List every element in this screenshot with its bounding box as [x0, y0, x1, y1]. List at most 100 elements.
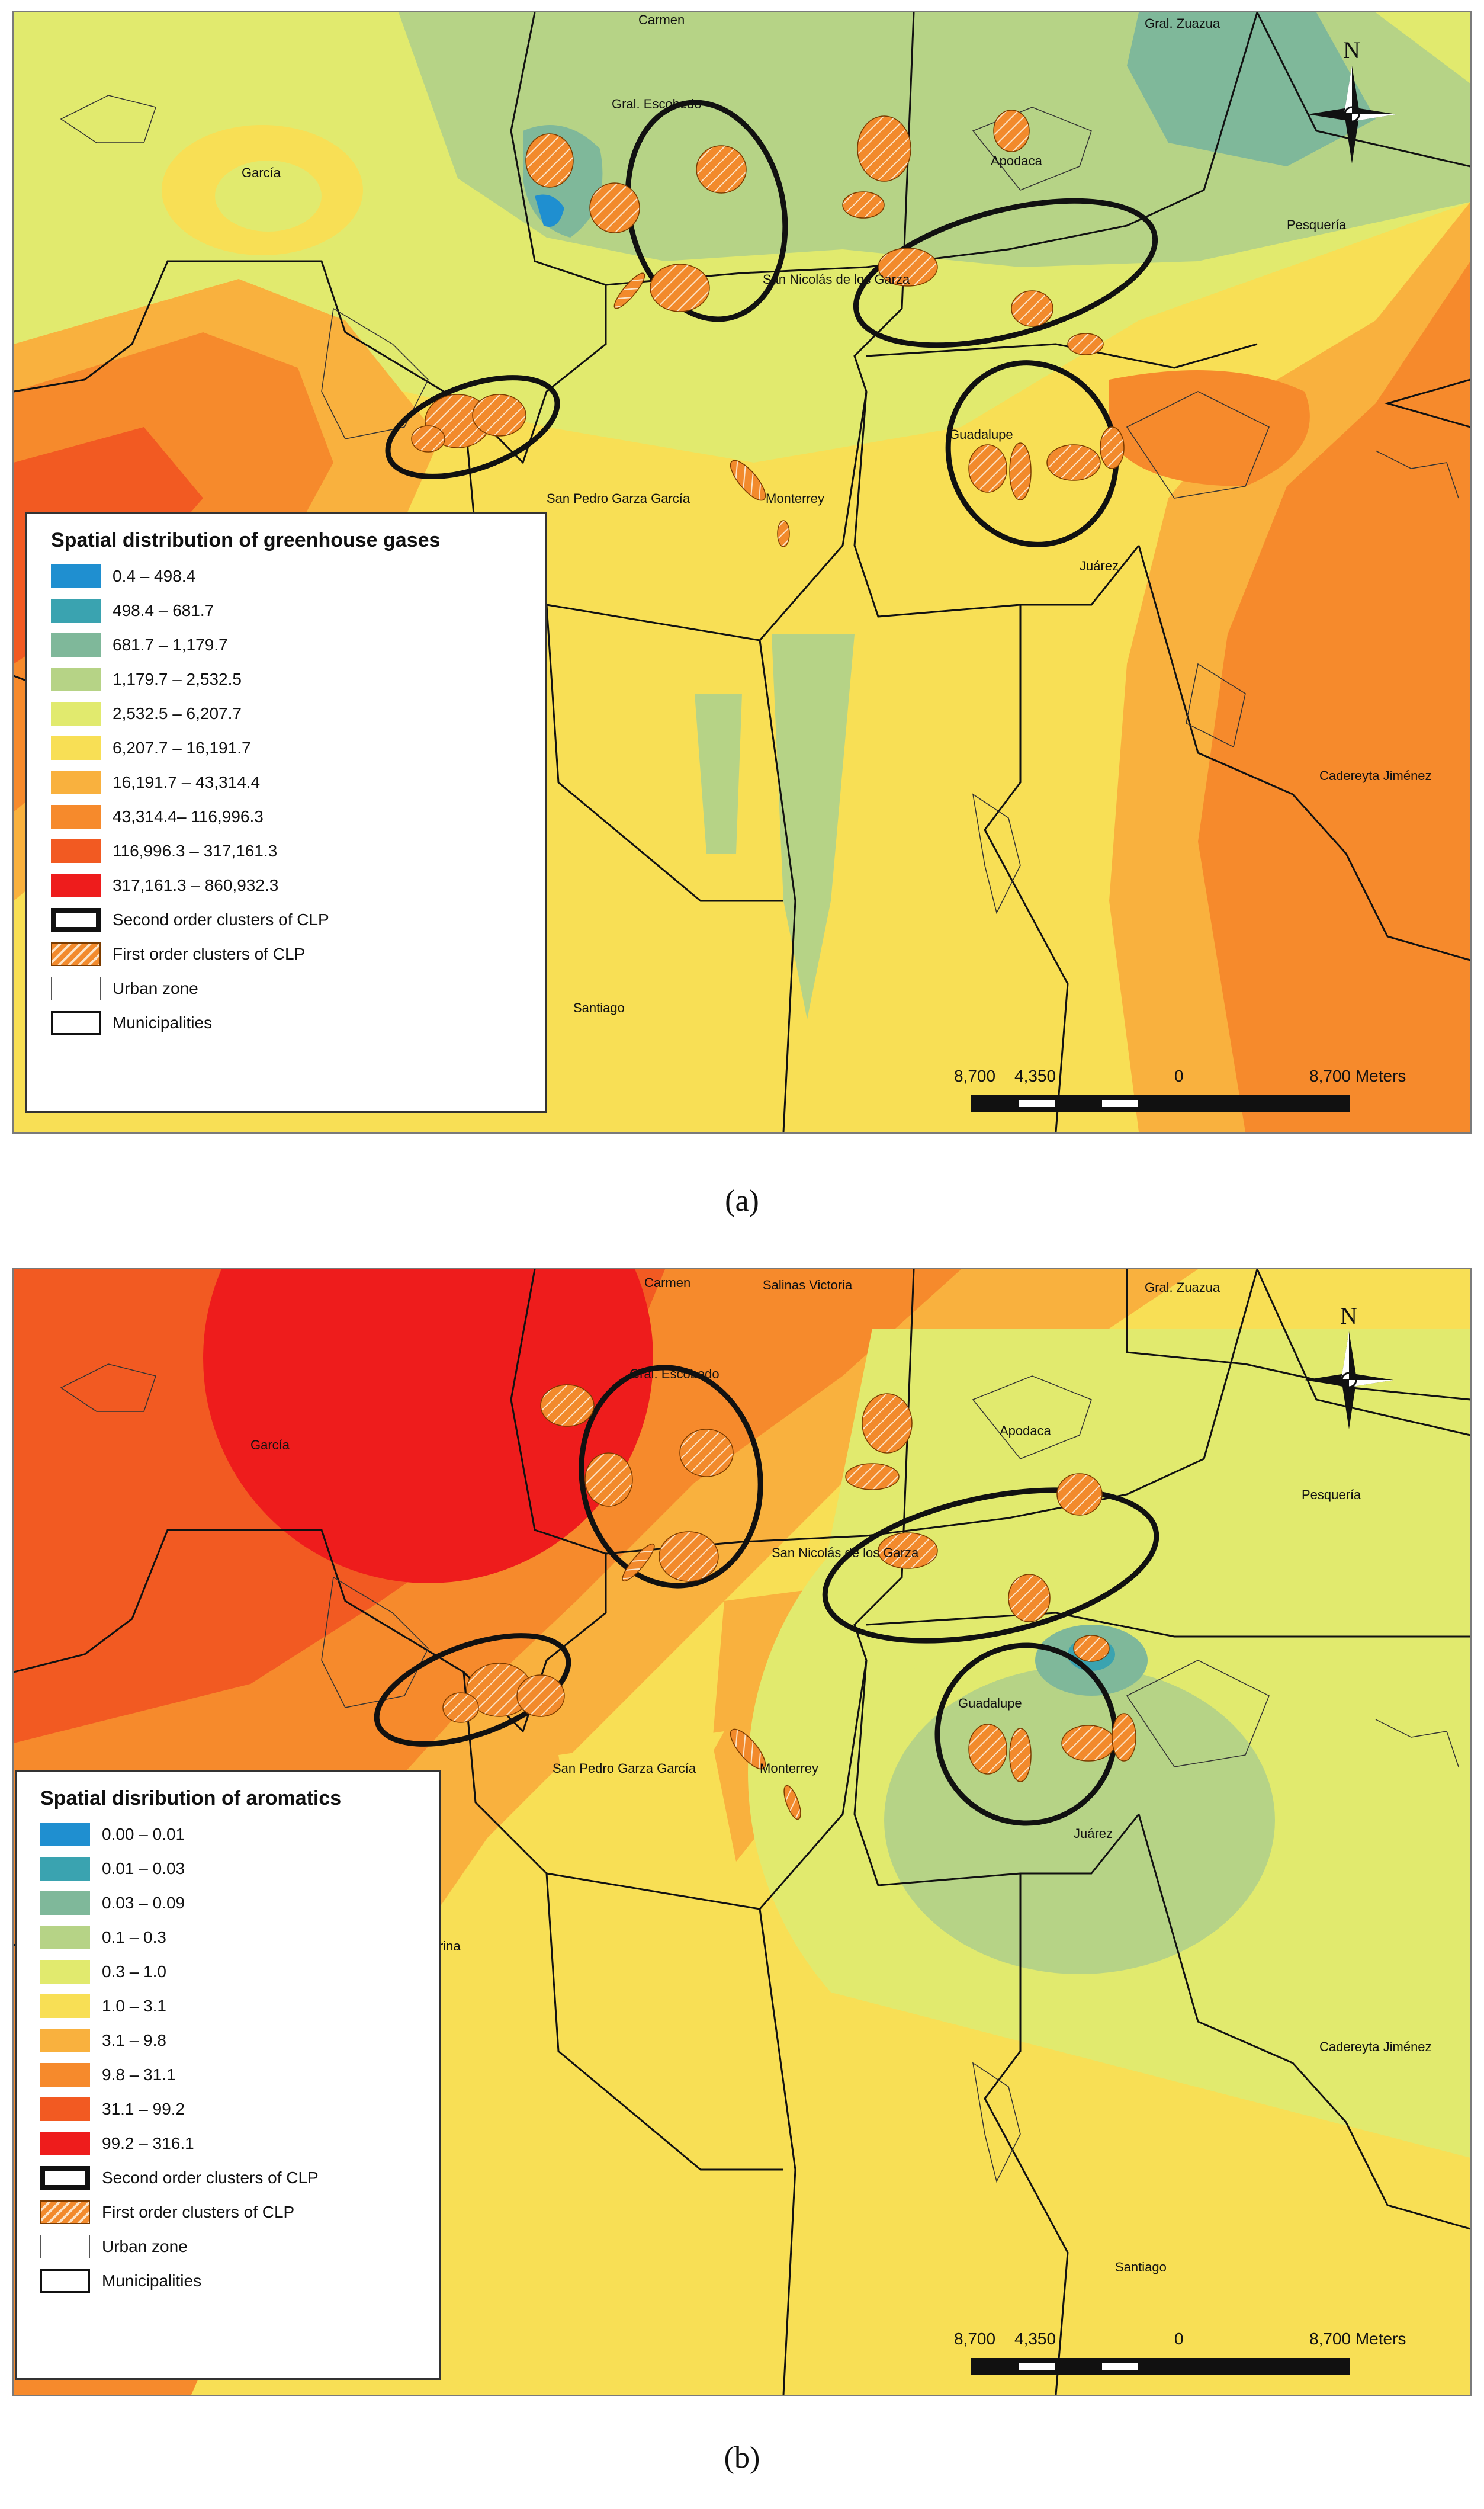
legend-label: 681.7 – 1,179.7 [113, 636, 228, 654]
legend-label: Second order clusters of CLP [113, 910, 329, 929]
legend-label: 99.2 – 316.1 [102, 2134, 194, 2152]
legend-row: 0.00 – 0.01 [40, 1817, 430, 1852]
legend-swatch [51, 633, 101, 657]
legend-municipality: Municipalities [51, 1006, 535, 1040]
place-label: Guadalupe [958, 1696, 1022, 1711]
legend-swatch [40, 1891, 90, 1915]
scale-label-mid: 4,350 [1014, 1067, 1056, 1085]
caption-a: (a) [725, 1184, 759, 1218]
legend-swatch [40, 2029, 90, 2052]
legend-row: 317,161.3 – 860,932.3 [51, 868, 535, 903]
legend-label: 1,179.7 – 2,532.5 [113, 670, 242, 688]
scale-bar-graphic [971, 2358, 1350, 2375]
legend-label: 0.01 – 0.03 [102, 1859, 185, 1878]
place-label: Cadereyta Jiménez [1319, 2039, 1432, 2054]
legend-label: 0.1 – 0.3 [102, 1928, 166, 1946]
place-label: San Nicolás de los Garza [772, 1545, 919, 1560]
legend-row: 681.7 – 1,179.7 [51, 628, 535, 662]
legend-label: 0.4 – 498.4 [113, 567, 196, 585]
legend-classes: 0.00 – 0.01 0.01 – 0.03 0.03 – 0.09 0.1 … [40, 1817, 430, 2161]
legend-label: 498.4 – 681.7 [113, 601, 214, 620]
legend-label: Urban zone [102, 2237, 188, 2255]
scale-bar: 8,700 4,350 0 8,700 Meters [954, 2330, 1463, 2383]
legend-row: 9.8 – 31.1 [40, 2058, 430, 2092]
legend-row: 6,207.7 – 16,191.7 [51, 731, 535, 765]
legend-row: 43,314.4– 116,996.3 [51, 800, 535, 834]
place-label: Carmen [638, 12, 685, 27]
place-label: Juárez [1074, 1826, 1113, 1841]
legend-label: 43,314.4– 116,996.3 [113, 807, 264, 826]
legend-swatch [40, 2063, 90, 2087]
legend-label: 3.1 – 9.8 [102, 2031, 166, 2049]
scale-label-right: 8,700 Meters [1309, 2330, 1406, 2348]
legend-classes: 0.4 – 498.4 498.4 – 681.7 681.7 – 1,179.… [51, 559, 535, 903]
legend-swatch [40, 1857, 90, 1881]
legend-swatch [40, 1960, 90, 1984]
legend-label: Urban zone [113, 979, 198, 997]
compass-rose-icon [1308, 66, 1396, 163]
legend-swatch [51, 839, 101, 863]
municipality-swatch [51, 1011, 101, 1035]
place-label: Gral. Zuazua [1145, 1280, 1220, 1295]
legend-swatch [40, 1823, 90, 1846]
legend-label: 9.8 – 31.1 [102, 2065, 176, 2084]
place-label: Gral. Escobedo [629, 1366, 719, 1381]
place-label: Monterrey [760, 1761, 819, 1776]
legend-label: 31.1 – 99.2 [102, 2100, 185, 2118]
legend: Spatial disribution of aromatics 0.00 – … [15, 1770, 441, 2380]
second-order-swatch [51, 908, 101, 932]
legend-swatch [51, 771, 101, 794]
place-label: Pesquería [1302, 1487, 1361, 1502]
scale-label-zero: 0 [1174, 1067, 1184, 1085]
legend-label: First order clusters of CLP [102, 2203, 295, 2221]
place-label: Guadalupe [949, 427, 1013, 442]
legend-swatch [51, 564, 101, 588]
legend-label: 116,996.3 – 317,161.3 [113, 842, 278, 860]
scale-label-left: 8,700 [954, 2330, 996, 2348]
legend-urban: Urban zone [40, 2229, 430, 2264]
legend-first-order: First order clusters of CLP [51, 937, 535, 971]
legend-label: 6,207.7 – 16,191.7 [113, 739, 251, 757]
map-panel-a: Carmen Gral. Zuazua Gral. Escobedo Garcí… [12, 11, 1472, 1134]
place-label: Carmen [644, 1275, 691, 1290]
legend: Spatial distribution of greenhouse gases… [25, 512, 547, 1113]
municipality-swatch [40, 2269, 90, 2293]
legend-swatch [51, 599, 101, 623]
legend-label: 16,191.7 – 43,314.4 [113, 773, 261, 791]
legend-label: 317,161.3 – 860,932.3 [113, 876, 279, 894]
map-panel-b: Carmen Salinas Victoria Gral. Zuazua Gra… [12, 1268, 1472, 2396]
legend-second-order: Second order clusters of CLP [51, 903, 535, 937]
legend-swatch [40, 1994, 90, 2018]
scale-label-zero: 0 [1174, 2330, 1184, 2348]
place-label: Apodaca [991, 153, 1042, 168]
legend-row: 0.01 – 0.03 [40, 1852, 430, 1886]
legend-label: Second order clusters of CLP [102, 2168, 319, 2187]
legend-swatch [51, 668, 101, 691]
place-label: San Pedro Garza García [547, 491, 690, 506]
north-label: N [1340, 1302, 1357, 1329]
place-label: San Nicolás de los Garza [763, 272, 910, 287]
legend-second-order: Second order clusters of CLP [40, 2161, 430, 2195]
second-order-swatch [40, 2166, 90, 2190]
legend-title: Spatial distribution of greenhouse gases [51, 529, 441, 551]
legend-swatch [40, 1926, 90, 1949]
place-label: García [250, 1438, 290, 1452]
legend-row: 0.03 – 0.09 [40, 1886, 430, 1920]
compass-rose-icon [1305, 1331, 1393, 1429]
first-order-swatch [51, 942, 101, 966]
place-label: Gral. Escobedo [612, 97, 702, 111]
place-label: San Pedro Garza García [553, 1761, 696, 1776]
legend-swatch [51, 736, 101, 760]
place-label: García [242, 165, 281, 180]
scale-label-left: 8,700 [954, 1067, 996, 1085]
legend-swatch [51, 805, 101, 829]
place-label: Pesquería [1287, 217, 1347, 232]
legend-label: Municipalities [113, 1013, 213, 1032]
legend-row: 1.0 – 3.1 [40, 1989, 430, 2023]
legend-label: 0.00 – 0.01 [102, 1825, 185, 1843]
place-label: Monterrey [766, 491, 825, 506]
place-label: Santiago [573, 1000, 625, 1015]
legend-row: 99.2 – 316.1 [40, 2126, 430, 2161]
legend-swatch [51, 702, 101, 726]
legend-title: Spatial disribution of aromatics [40, 1787, 342, 1809]
